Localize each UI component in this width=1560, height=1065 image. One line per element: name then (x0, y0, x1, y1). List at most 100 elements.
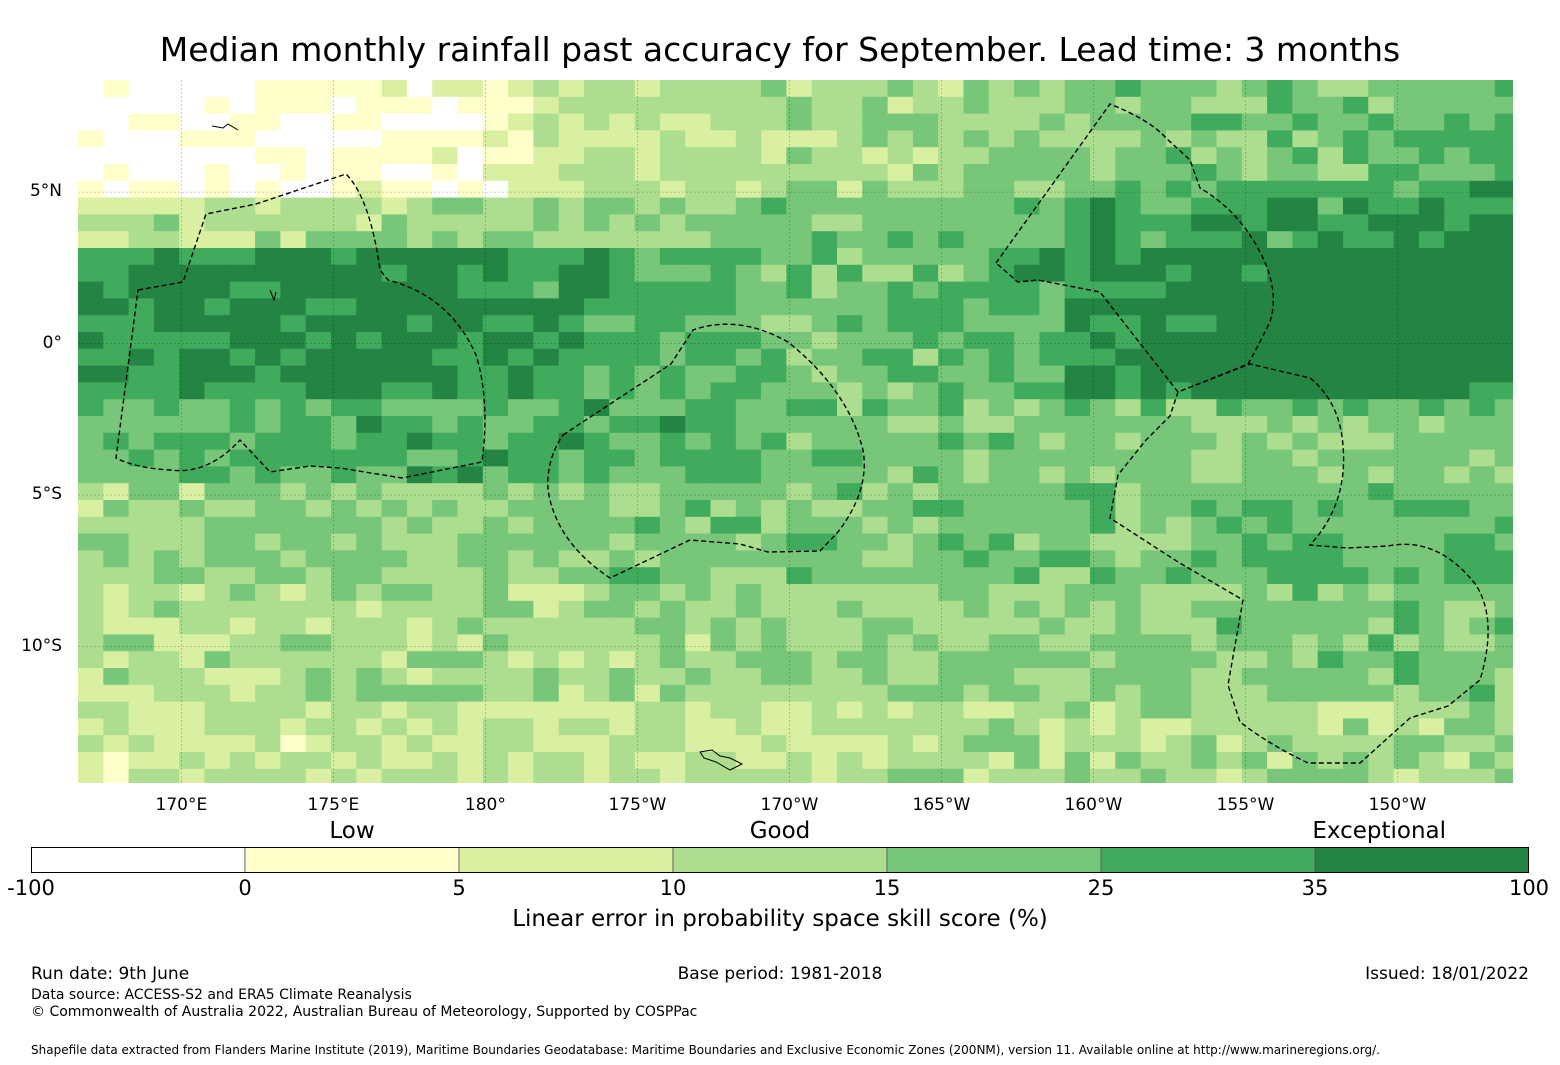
skill-cell (406, 634, 433, 652)
skill-cell (1292, 735, 1319, 753)
skill-cell (963, 735, 990, 753)
skill-cell (710, 332, 737, 350)
skill-cell (1368, 348, 1395, 367)
skill-cell (862, 248, 889, 266)
skill-cell (356, 684, 383, 703)
skill-cell (1393, 701, 1420, 719)
skill-cell (331, 96, 357, 115)
skill-cell (1115, 399, 1142, 417)
skill-cell (533, 735, 560, 753)
skill-cell (1014, 500, 1040, 518)
skill-cell (558, 214, 585, 232)
skill-cell (761, 600, 787, 619)
skill-cell (1191, 113, 1218, 131)
skill-cell (963, 516, 990, 535)
skill-cell (1165, 718, 1192, 736)
skill-cell (1418, 113, 1445, 131)
skill-cell (1115, 735, 1142, 753)
lon-tick-label: 165°W (912, 795, 971, 815)
skill-cell (78, 315, 104, 333)
skill-cell (1140, 113, 1167, 131)
skill-cell (558, 449, 585, 467)
skill-cell (179, 483, 206, 501)
skill-cell (103, 550, 130, 568)
skill-cell (229, 500, 256, 518)
skill-cell (280, 231, 307, 249)
skill-cell (457, 684, 484, 703)
skill-cell (179, 382, 206, 400)
skill-cell (1317, 113, 1344, 131)
skill-cell (1165, 449, 1192, 467)
skill-cell (179, 264, 206, 283)
skill-cell (153, 315, 180, 333)
skill-cell (1343, 752, 1369, 770)
skill-cell (508, 416, 534, 434)
skill-cell (938, 768, 965, 783)
skill-cell (406, 466, 433, 484)
skill-cell (862, 348, 889, 367)
skill-cell (963, 180, 990, 199)
skill-cell (710, 768, 737, 783)
skill-cell (1014, 248, 1040, 266)
skill-cell (887, 617, 914, 635)
skill-cell (584, 752, 610, 770)
skill-cell (406, 382, 433, 400)
skill-cell (179, 550, 206, 568)
skill-cell (558, 752, 585, 770)
skill-cell (331, 264, 357, 283)
skill-cell (659, 348, 686, 367)
skill-cell (887, 634, 914, 652)
skill-cell (811, 483, 838, 501)
skill-cell (1191, 248, 1218, 266)
skill-cell (1165, 752, 1192, 770)
skill-cell (1393, 432, 1420, 451)
skill-cell (1014, 466, 1040, 484)
skill-cell (128, 399, 155, 417)
skill-cell (1494, 315, 1513, 333)
skill-cell (1469, 718, 1496, 736)
skill-cell (1494, 130, 1513, 148)
skill-cell (685, 180, 712, 199)
skill-cell (432, 567, 459, 585)
skill-cell (609, 516, 636, 535)
skill-cell (710, 735, 737, 753)
skill-cell (432, 668, 459, 686)
skill-cell (609, 567, 636, 585)
skill-cell (1343, 214, 1369, 232)
skill-cell (1368, 416, 1395, 434)
skill-cell (735, 516, 762, 535)
skill-cell (229, 684, 256, 703)
skill-cell (761, 332, 787, 350)
skill-cell (837, 80, 863, 98)
skill-cell (558, 365, 585, 383)
skill-cell (1267, 382, 1293, 400)
skill-cell (533, 483, 560, 501)
skill-cell (1469, 584, 1496, 602)
skill-cell (1090, 164, 1116, 182)
skill-cell (558, 668, 585, 686)
skill-cell (1368, 180, 1395, 199)
skill-cell (1039, 768, 1066, 783)
skill-cell (406, 264, 433, 283)
skill-cell (1165, 516, 1192, 535)
skill-cell (204, 550, 231, 568)
skill-cell (432, 315, 459, 333)
skill-cell (533, 651, 560, 669)
skill-cell (1191, 516, 1218, 535)
skill-cell (938, 281, 965, 299)
skill-cell (1241, 516, 1268, 535)
skill-cell (735, 768, 762, 783)
skill-cell (1090, 416, 1116, 434)
skill-cell (710, 96, 737, 115)
skill-cell (1140, 231, 1167, 249)
skill-cell (1343, 180, 1369, 199)
skill-cell (1368, 315, 1395, 333)
skill-cell (609, 416, 636, 434)
skill-cell (887, 516, 914, 535)
skill-cell (1469, 264, 1496, 283)
skill-cell (1368, 500, 1395, 518)
skill-cell (1267, 281, 1293, 299)
skill-cell (457, 147, 484, 165)
skill-cell (280, 466, 307, 484)
skill-cell (508, 231, 534, 249)
